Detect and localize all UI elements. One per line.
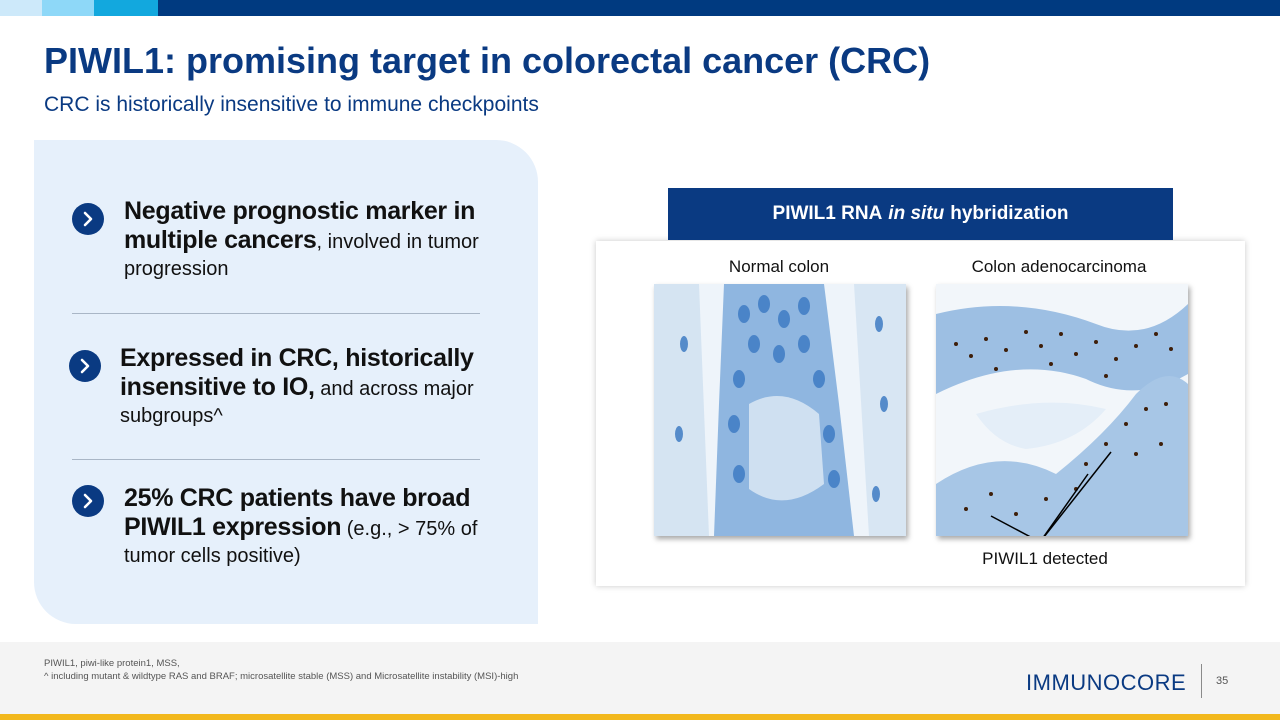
normal-colon-label: Normal colon [728, 257, 830, 276]
chevron-right-icon [72, 203, 104, 235]
bullet-2-rest: and across major subgroups^ [120, 378, 474, 427]
top-bar-segment-2 [42, 0, 94, 16]
slide-title: PIWIL1: promising target in colorectal c… [44, 40, 931, 81]
chevron-right-icon [72, 485, 104, 517]
figure-header-pre: PIWIL1 RNA [772, 203, 883, 224]
ish-figure-card: Normal colon Colon adenocarcinoma [596, 241, 1245, 586]
top-bar-segment-1 [0, 0, 42, 16]
slide-subtitle: CRC is historically insensitive to immun… [44, 93, 539, 116]
bullet-3-rest: (e.g., > 75% of tumor cells positive) [124, 518, 478, 567]
adenocarcinoma-label: Colon adenocarcinoma [971, 257, 1147, 276]
figure-header-italic: in situ [888, 203, 945, 224]
footer-band [0, 642, 1280, 714]
page-number: 35 [1216, 675, 1229, 687]
footnote-abbreviations: PIWIL1, piwi-like protein1, MSS, [44, 658, 180, 669]
divider-2 [72, 459, 480, 460]
bullet-1-text: Negative prognostic marker in multiple c… [124, 198, 514, 283]
bullet-3-text: 25% CRC patients have broad PIWIL1 expre… [124, 485, 504, 570]
piwil1-detected-annotation: PIWIL1 detected [982, 549, 1108, 568]
normal-colon-micrograph [654, 284, 906, 536]
figure-header-post: hybridization [950, 203, 1069, 224]
top-bar-segment-3 [94, 0, 158, 16]
figure-header: PIWIL1 RNA in situ hybridization [668, 188, 1173, 240]
top-color-bar [0, 0, 1280, 16]
footer-divider [1201, 664, 1202, 698]
immunocore-logo: IMMUNOCORE [1026, 670, 1187, 695]
bullet-1-bold: Negative prognostic marker in multiple c… [124, 197, 476, 254]
adenocarcinoma-micrograph [936, 284, 1188, 536]
bullet-2-bold: Expressed in CRC, historically insensiti… [120, 344, 474, 401]
chevron-right-icon [69, 350, 101, 382]
bullet-3-bold: 25% CRC patients have broad PIWIL1 expre… [124, 484, 471, 541]
divider-1 [72, 313, 480, 314]
bullet-2-text: Expressed in CRC, historically insensiti… [120, 345, 516, 430]
bullet-1-rest: , involved in tumor progression [124, 231, 479, 280]
footnote-subgroups: ^ including mutant & wildtype RAS and BR… [44, 671, 519, 682]
bottom-accent-bar [0, 714, 1280, 720]
key-points-panel: Negative prognostic marker in multiple c… [34, 140, 538, 624]
